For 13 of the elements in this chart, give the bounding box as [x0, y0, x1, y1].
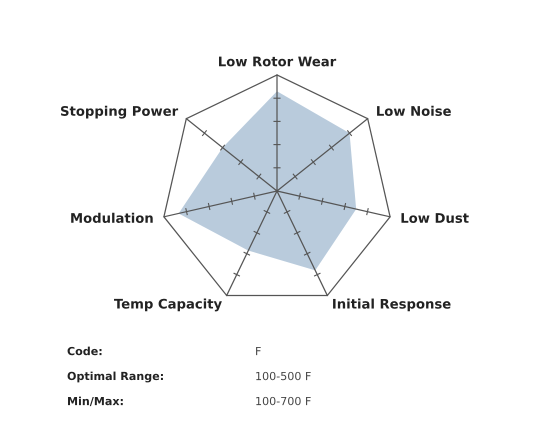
text: F	[256, 346, 261, 356]
spoke-label: Low Dust	[401, 213, 469, 223]
spoke-label: Temp Capacity	[114, 298, 222, 312]
text: 100-700 F	[256, 396, 311, 406]
text: Code:	[68, 346, 102, 356]
text: Min/Max:	[68, 396, 123, 406]
spoke-label: Low Rotor Wear	[219, 56, 336, 66]
spoke-label: Initial Response	[333, 298, 451, 312]
spoke-label: Low Noise	[377, 106, 451, 116]
text: Optimal Range:	[68, 372, 163, 382]
text: 100-500 F	[256, 372, 311, 380]
spoke-label: Stopping Power	[60, 106, 178, 119]
spoke-label: Modulation	[71, 212, 153, 223]
